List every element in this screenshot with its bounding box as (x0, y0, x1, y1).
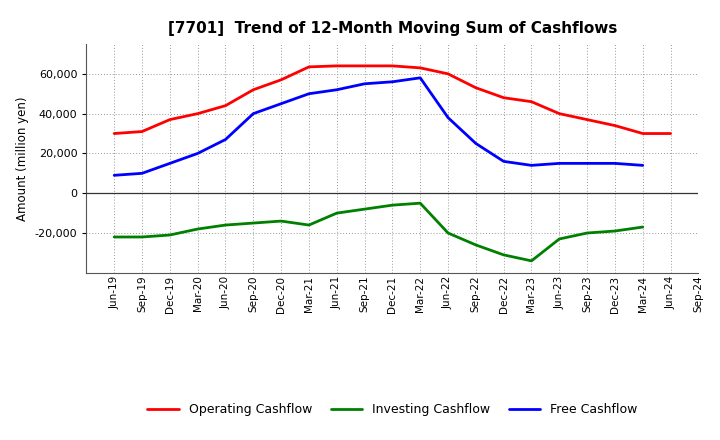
Free Cashflow (166, 161, 174, 166)
Operating Cashflow (388, 63, 397, 69)
Free Cashflow (472, 141, 480, 146)
Investing Cashflow (221, 222, 230, 227)
Operating Cashflow (639, 131, 647, 136)
Investing Cashflow (138, 235, 146, 240)
Free Cashflow (555, 161, 564, 166)
Operating Cashflow (138, 129, 146, 134)
Free Cashflow (249, 111, 258, 116)
Free Cashflow (639, 163, 647, 168)
Operating Cashflow (360, 63, 369, 69)
Investing Cashflow (194, 227, 202, 232)
Line: Investing Cashflow: Investing Cashflow (114, 203, 643, 261)
Operating Cashflow (333, 63, 341, 69)
Operating Cashflow (166, 117, 174, 122)
Operating Cashflow (305, 64, 313, 70)
Free Cashflow (138, 171, 146, 176)
Operating Cashflow (472, 85, 480, 90)
Investing Cashflow (166, 232, 174, 238)
Operating Cashflow (416, 65, 425, 70)
Free Cashflow (221, 137, 230, 142)
Operating Cashflow (249, 87, 258, 92)
Investing Cashflow (276, 218, 285, 224)
Free Cashflow (360, 81, 369, 86)
Free Cashflow (416, 75, 425, 81)
Investing Cashflow (360, 206, 369, 212)
Investing Cashflow (611, 228, 619, 234)
Free Cashflow (527, 163, 536, 168)
Investing Cashflow (582, 231, 591, 236)
Free Cashflow (444, 115, 452, 120)
Operating Cashflow (527, 99, 536, 104)
Free Cashflow (110, 172, 119, 178)
Investing Cashflow (639, 224, 647, 230)
Operating Cashflow (110, 131, 119, 136)
Operating Cashflow (666, 131, 675, 136)
Y-axis label: Amount (million yen): Amount (million yen) (16, 96, 30, 220)
Legend: Operating Cashflow, Investing Cashflow, Free Cashflow: Operating Cashflow, Investing Cashflow, … (143, 398, 642, 421)
Free Cashflow (611, 161, 619, 166)
Investing Cashflow (249, 220, 258, 226)
Operating Cashflow (276, 77, 285, 82)
Operating Cashflow (555, 111, 564, 116)
Investing Cashflow (333, 210, 341, 216)
Line: Operating Cashflow: Operating Cashflow (114, 66, 670, 133)
Line: Free Cashflow: Free Cashflow (114, 78, 643, 175)
Operating Cashflow (221, 103, 230, 108)
Operating Cashflow (444, 71, 452, 77)
Investing Cashflow (472, 242, 480, 248)
Free Cashflow (333, 87, 341, 92)
Investing Cashflow (555, 236, 564, 242)
Investing Cashflow (444, 231, 452, 236)
Investing Cashflow (305, 222, 313, 227)
Investing Cashflow (110, 235, 119, 240)
Investing Cashflow (500, 252, 508, 257)
Investing Cashflow (527, 258, 536, 264)
Investing Cashflow (416, 201, 425, 206)
Operating Cashflow (582, 117, 591, 122)
Free Cashflow (500, 159, 508, 164)
Free Cashflow (276, 101, 285, 106)
Operating Cashflow (500, 95, 508, 100)
Free Cashflow (194, 151, 202, 156)
Investing Cashflow (388, 202, 397, 208)
Operating Cashflow (194, 111, 202, 116)
Free Cashflow (582, 161, 591, 166)
Title: [7701]  Trend of 12-Month Moving Sum of Cashflows: [7701] Trend of 12-Month Moving Sum of C… (168, 21, 617, 36)
Free Cashflow (305, 91, 313, 96)
Operating Cashflow (611, 123, 619, 128)
Free Cashflow (388, 79, 397, 84)
